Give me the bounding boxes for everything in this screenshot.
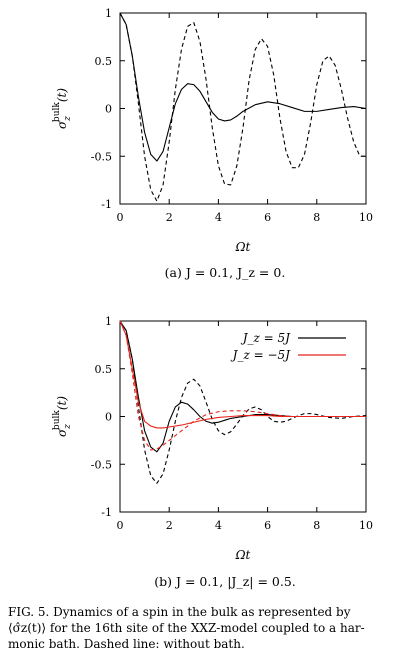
- y-tick-label: 0.5: [95, 363, 113, 376]
- y-tick-label: 0: [105, 411, 112, 424]
- y-axis-label: σzbulk(t): [52, 88, 73, 129]
- y-label-sub: z: [63, 116, 73, 122]
- y-tick-label: -0.5: [91, 458, 112, 471]
- y-label-t: (t): [55, 88, 69, 103]
- y-label-t: (t): [55, 396, 69, 411]
- y-tick-label: 0: [105, 103, 112, 116]
- y-label-sup: bulk: [52, 102, 62, 122]
- y-tick-label: -1: [101, 506, 112, 519]
- y-label-sigma: σ: [55, 120, 69, 129]
- y-tick-label: -1: [101, 198, 112, 211]
- x-tick-label: 0: [117, 519, 124, 532]
- series-line-dashed-red: [119, 320, 366, 451]
- y-tick-label: 1: [105, 315, 112, 328]
- x-tick-label: 0: [117, 211, 124, 224]
- x-axis-label: Ωt: [235, 240, 251, 254]
- x-tick-label: 6: [264, 211, 271, 224]
- x-tick-label: 8: [313, 519, 320, 532]
- chart-b: 0 2 4 6 8 10 1 0.5 0 -0.5 -1 Ωt σzbulk(t) J_z = 5J J_z…: [52, 315, 373, 589]
- subfigure-caption: (b) J = 0.1, |J_z| = 0.5.: [154, 574, 296, 589]
- x-tick-label: 10: [359, 211, 373, 224]
- caption-line-3: monic bath. Dashed line: without bath.: [8, 637, 245, 651]
- x-tick-label: 2: [166, 211, 173, 224]
- x-axis-label: Ωt: [235, 548, 251, 562]
- plot-frame: [119, 12, 367, 205]
- figure-caption: FIG. 5. Dynamics of a spin in the bulk a…: [8, 604, 410, 652]
- caption-line-1: FIG. 5. Dynamics of a spin in the bulk a…: [8, 605, 351, 619]
- series-line-dashed-black: [119, 320, 367, 484]
- x-tick-label: 8: [313, 211, 320, 224]
- y-label-sub: z: [63, 424, 73, 430]
- y-tick-label: 1: [105, 7, 112, 20]
- x-tick-label: 6: [264, 519, 271, 532]
- y-label-sup: bulk: [52, 410, 62, 430]
- series-line-dashed-black: [119, 12, 366, 202]
- x-tick-label: 2: [166, 519, 173, 532]
- chart-a: 0 2 4 6 8 10 1 0.5 0 -0.5 -1 Ωt σzbulk(t) (a) J = 0.1…: [52, 7, 373, 280]
- x-tick-label: 4: [215, 519, 222, 532]
- series-line-solid-black: [119, 12, 367, 162]
- legend-label: J_z = 5J: [240, 331, 291, 345]
- y-tick-label: -0.5: [91, 150, 112, 163]
- y-tick-label: 0.5: [95, 55, 113, 68]
- x-tick-label: 4: [215, 211, 222, 224]
- y-label-sigma: σ: [55, 428, 69, 437]
- y-axis-label: σzbulk(t): [52, 396, 73, 437]
- x-tick-label: 10: [359, 519, 373, 532]
- caption-line-2: ⟨σ̂z(t)⟩ for the 16th site of the XXZ-mo…: [8, 621, 365, 635]
- subfigure-caption: (a) J = 0.1, J_z = 0.: [165, 265, 286, 280]
- legend-label: J_z = −5J: [230, 348, 292, 362]
